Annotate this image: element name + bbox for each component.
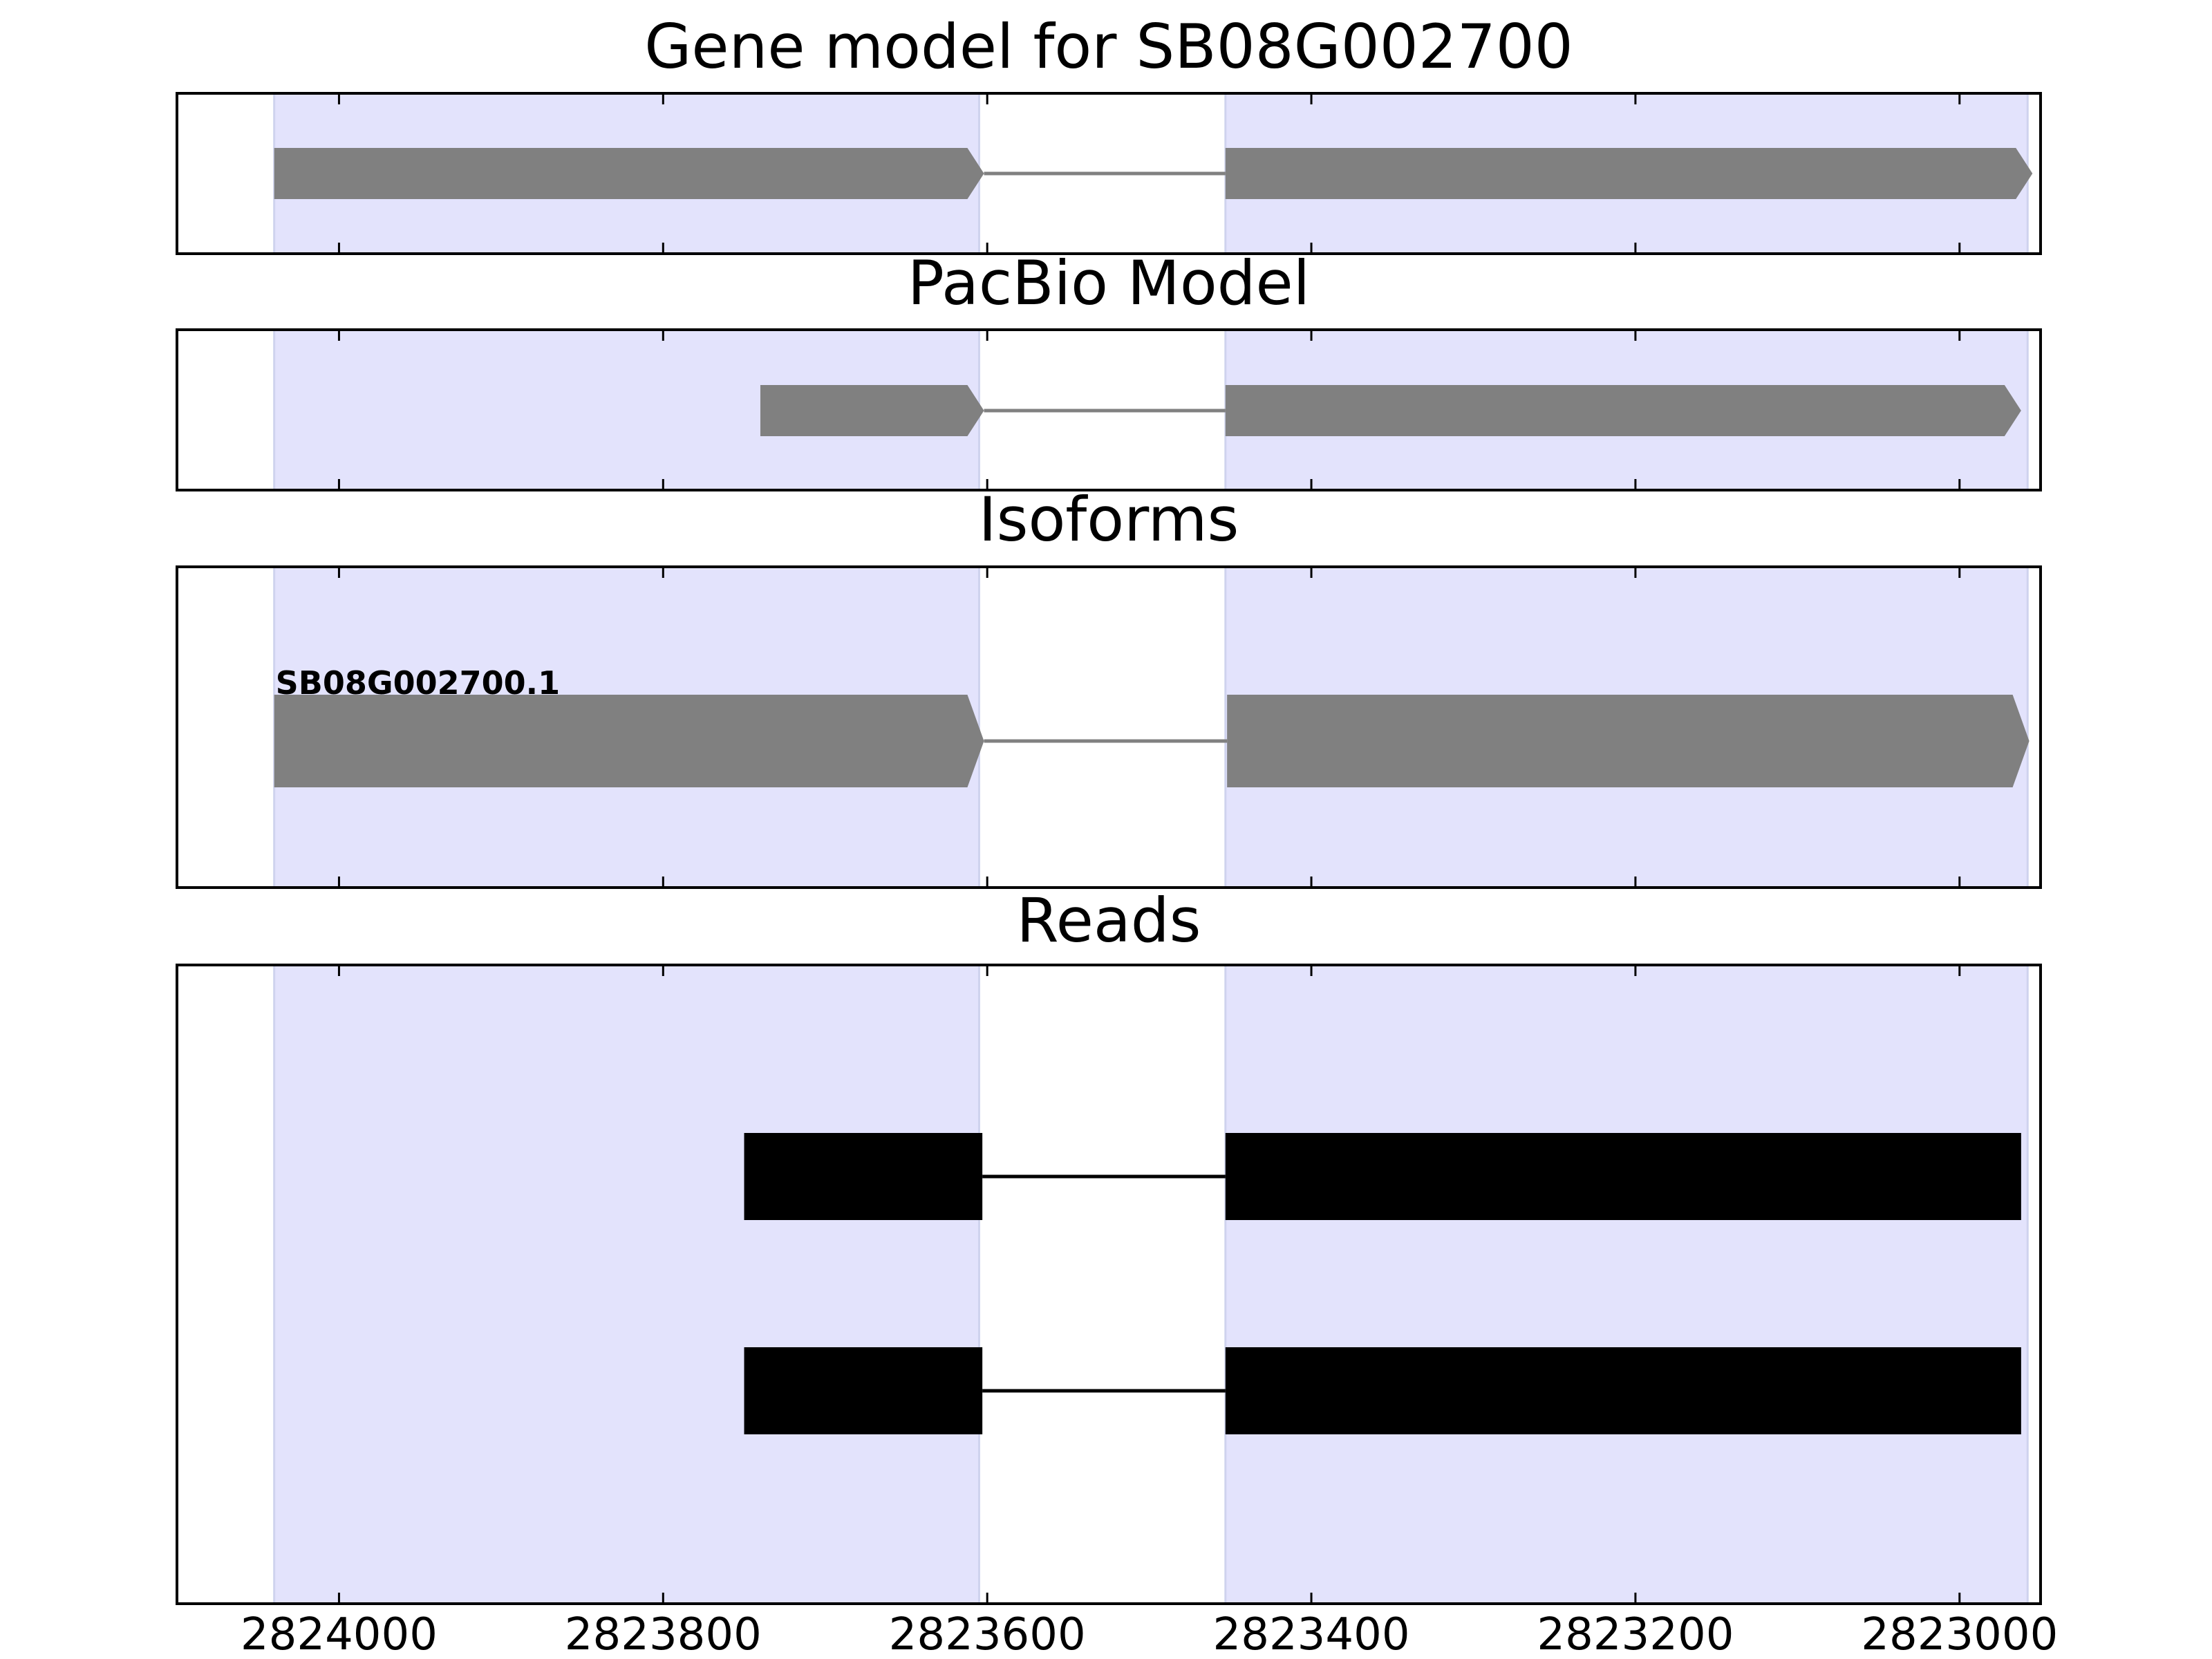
panel-4: [176, 964, 2042, 1605]
panel-title: Gene model for SB08G002700: [644, 11, 1573, 82]
x-tick-label: 2824000: [241, 1609, 438, 1659]
panel-1: [176, 92, 2042, 255]
panel-frame: [176, 964, 2042, 1605]
exon-arrow: [1227, 695, 2030, 787]
read-exon-block: [1225, 1133, 2021, 1220]
exon-arrow: [274, 148, 984, 199]
read-exon-block: [744, 1347, 983, 1434]
exon-arrow: [1225, 385, 2021, 436]
panel-2: [176, 328, 2042, 491]
panel-title: PacBio Model: [908, 247, 1310, 319]
highlight-region: [273, 964, 980, 1605]
x-tick-label: 2823400: [1213, 1609, 1410, 1659]
read-exon-block: [1225, 1347, 2021, 1434]
x-tick-label: 2823200: [1537, 1609, 1734, 1659]
x-tick-label: 2823000: [1861, 1609, 2058, 1659]
x-tick-label: 2823800: [565, 1609, 762, 1659]
panel-frame: [176, 328, 2042, 491]
panel-3: [176, 565, 2042, 889]
panel-frame: [176, 92, 2042, 255]
panel-title: Reads: [1017, 885, 1201, 956]
panel-title: Isoforms: [979, 484, 1239, 555]
exon-arrow: [760, 385, 984, 436]
panel-frame: [176, 565, 2042, 889]
exon-arrow: [1225, 148, 2033, 199]
exon-arrow: [274, 695, 984, 787]
highlight-region: [1224, 964, 2029, 1605]
isoform-label: SB08G002700.1: [276, 664, 560, 702]
read-exon-block: [744, 1133, 983, 1220]
x-tick-label: 2823600: [889, 1609, 1086, 1659]
